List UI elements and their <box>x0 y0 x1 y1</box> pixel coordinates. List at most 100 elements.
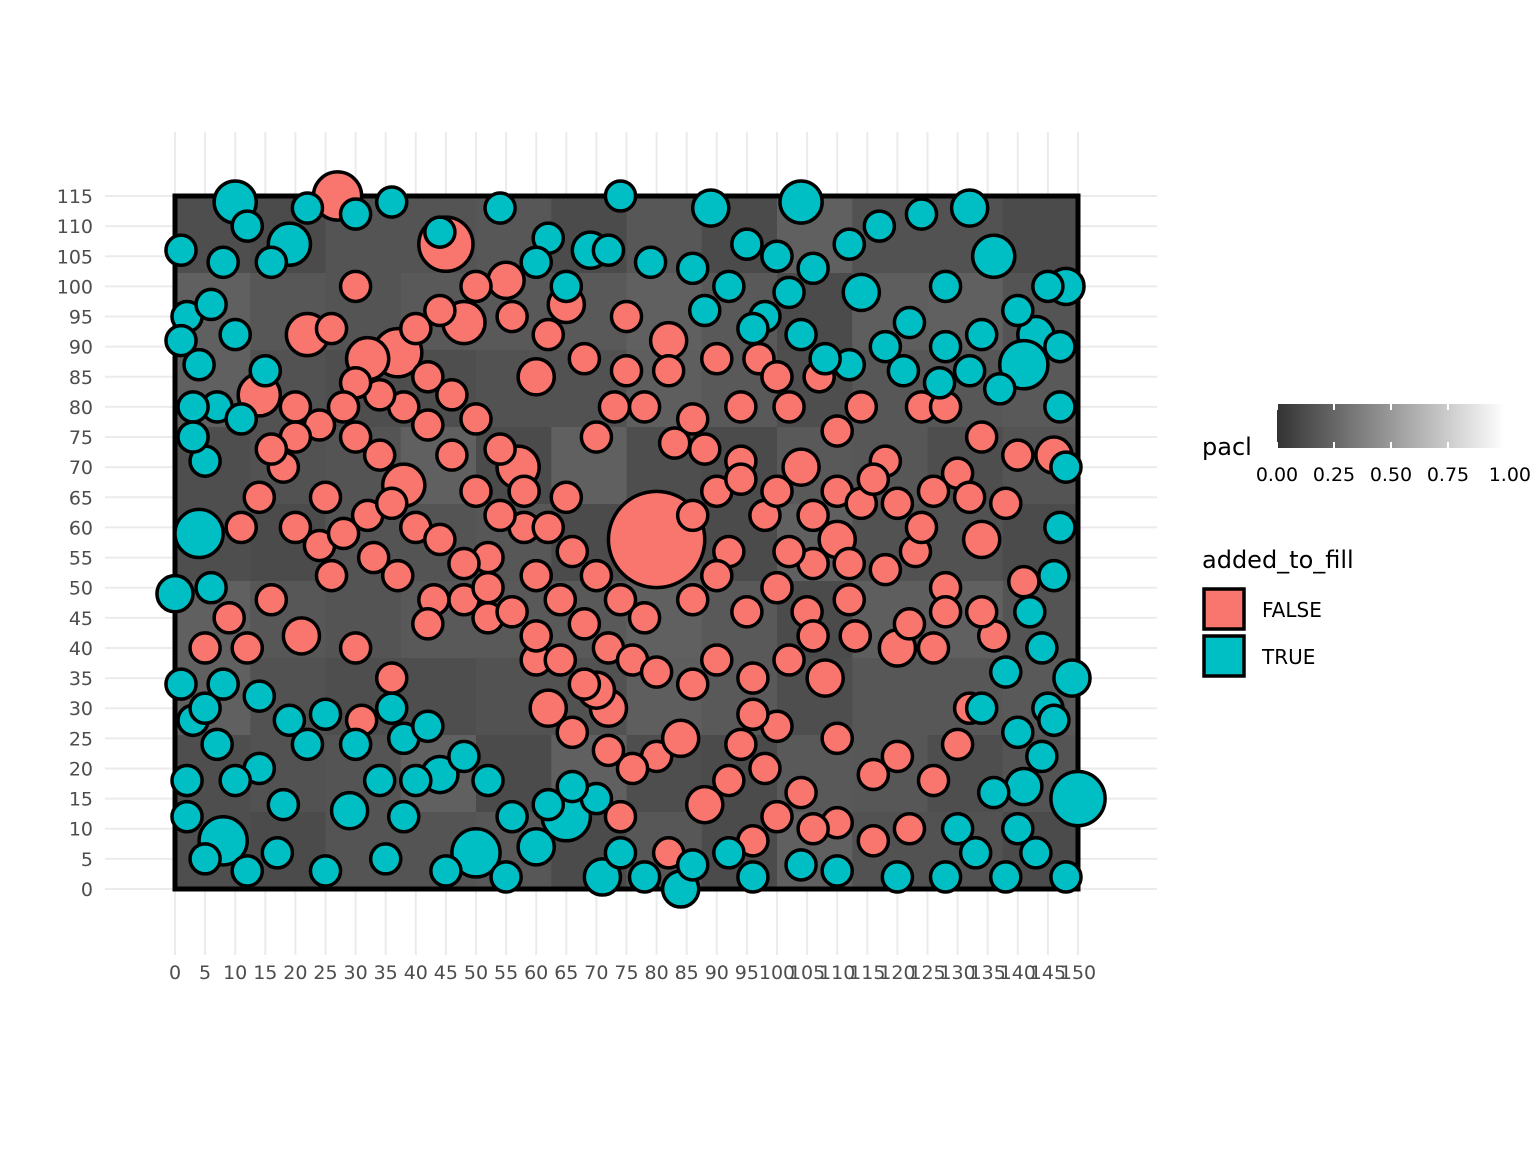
point-false-56 <box>230 631 265 665</box>
point-false-127 <box>760 799 794 834</box>
point-true-74 <box>1049 450 1083 484</box>
point-false-162 <box>326 516 361 551</box>
y-tick-label-50: 50 <box>69 578 93 600</box>
point-true-108 <box>218 763 252 798</box>
point-true-84 <box>958 836 993 870</box>
point-true-15 <box>1052 658 1092 698</box>
point-false-91 <box>531 317 566 352</box>
point-false-131 <box>603 799 638 834</box>
point-true-104 <box>308 697 343 732</box>
point-false-13 <box>609 299 644 334</box>
point-false-14 <box>648 320 689 361</box>
point-true-100 <box>399 763 433 798</box>
point-true-28 <box>308 854 343 888</box>
point-true-122 <box>374 691 409 726</box>
point-false-93 <box>459 269 493 304</box>
point-true-59 <box>832 227 867 262</box>
x-tick-label-65: 65 <box>554 962 578 984</box>
point-true-72 <box>1043 329 1077 364</box>
x-tick-label-60: 60 <box>524 962 548 984</box>
point-true-62 <box>928 269 963 304</box>
x-tick-label-120: 120 <box>879 962 915 984</box>
point-false-180 <box>856 462 891 497</box>
point-false-114 <box>772 643 806 677</box>
point-false-172 <box>567 667 602 701</box>
legend-key-true <box>1202 634 1246 678</box>
point-true-112 <box>242 679 277 713</box>
point-true-90 <box>712 836 746 870</box>
point-true-137 <box>736 311 770 346</box>
y-tick-label-20: 20 <box>69 758 93 780</box>
point-false-182 <box>904 510 939 545</box>
point-true-125 <box>976 775 1011 810</box>
point-true-26 <box>429 854 463 888</box>
point-true-43 <box>206 245 240 280</box>
point-false-124 <box>784 775 818 810</box>
point-false-145 <box>555 534 590 569</box>
y-tick-label-115: 115 <box>57 186 93 208</box>
point-true-117 <box>224 402 259 436</box>
point-true-102 <box>362 763 397 798</box>
x-tick-label-100: 100 <box>759 962 795 984</box>
legend-label-false: FALSE <box>1262 598 1322 622</box>
point-false-137 <box>928 595 963 629</box>
point-false-37 <box>660 718 701 759</box>
point-true-136 <box>772 275 806 310</box>
point-false-66 <box>627 390 662 424</box>
y-tick-label-10: 10 <box>69 819 93 841</box>
point-false-10 <box>486 260 526 301</box>
point-false-40 <box>528 688 569 729</box>
x-tick-label-45: 45 <box>434 962 458 984</box>
x-tick-label-5: 5 <box>199 962 211 984</box>
point-true-64 <box>868 329 903 364</box>
point-false-132 <box>615 751 650 786</box>
point-true-93 <box>603 836 638 870</box>
point-false-15 <box>700 341 734 376</box>
point-false-107 <box>567 607 602 641</box>
point-true-81 <box>1019 836 1053 870</box>
x-tick-label-75: 75 <box>614 962 638 984</box>
point-true-91 <box>675 848 710 882</box>
point-false-166 <box>423 522 457 557</box>
point-false-81 <box>916 631 951 665</box>
point-false-121 <box>892 811 927 846</box>
x-tick-label-10: 10 <box>223 962 247 984</box>
point-true-103 <box>338 727 373 762</box>
point-true-9 <box>329 790 370 831</box>
point-false-122 <box>856 823 891 858</box>
point-false-105 <box>519 558 554 593</box>
point-true-13 <box>997 338 1050 391</box>
point-false-142 <box>603 582 638 617</box>
point-false-26 <box>1001 438 1035 472</box>
point-false-176 <box>760 474 794 509</box>
point-false-72 <box>675 582 710 617</box>
raster-cell <box>852 658 928 736</box>
point-true-110 <box>188 691 222 726</box>
point-false-35 <box>684 784 725 825</box>
point-true-113 <box>272 703 307 738</box>
point-false-148 <box>483 432 517 466</box>
colorbar-tick-label-0.25: 0.25 <box>1313 464 1355 486</box>
point-false-102 <box>435 438 469 472</box>
point-false-120 <box>940 727 975 762</box>
point-false-60 <box>411 607 445 641</box>
point-true-41 <box>164 233 198 268</box>
point-false-128 <box>796 811 830 846</box>
point-false-94 <box>423 293 457 328</box>
point-false-183 <box>832 546 867 581</box>
x-tick-label-115: 115 <box>849 962 885 984</box>
y-tick-label-35: 35 <box>69 668 93 690</box>
colorbar-legend: pacl 0.00 0.25 0.50 0.75 1.00 <box>1202 404 1531 486</box>
point-false-63 <box>549 480 584 515</box>
point-false-158 <box>254 432 289 466</box>
point-true-24 <box>516 827 557 867</box>
point-false-138 <box>964 420 999 454</box>
point-true-55 <box>675 251 710 286</box>
point-true-109 <box>200 727 234 762</box>
point-false-110 <box>639 655 674 689</box>
point-true-79 <box>1025 739 1059 774</box>
x-tick-label-95: 95 <box>735 962 759 984</box>
point-true-68 <box>928 329 963 364</box>
point-false-113 <box>736 661 770 695</box>
point-true-17 <box>949 188 990 228</box>
